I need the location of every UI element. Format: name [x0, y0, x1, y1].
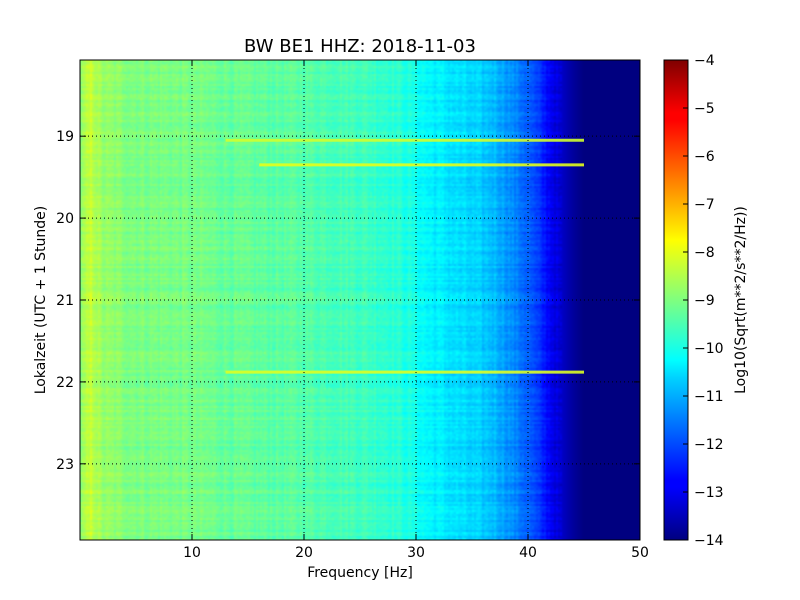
plot-area	[79, 59, 641, 541]
colorbar-tick-label: −14	[694, 533, 724, 549]
colorbar-tick-label: −12	[694, 437, 724, 453]
x-axis-ticks: 10 20 30 40 50	[183, 60, 649, 561]
x-tick-label: 30	[407, 545, 425, 561]
x-tick-label: 40	[519, 545, 537, 561]
colorbar-tick-label: −13	[694, 485, 724, 501]
y-tick-label: 19	[56, 129, 74, 145]
colorbar-tick-label: −6	[694, 149, 715, 165]
y-axis-label: Lokalzeit (UTC + 1 Stunde)	[33, 206, 49, 395]
colorbar-ticks: −4 −5 −6 −7 −8 −9 −10 −11 −12 −13 −14	[683, 53, 724, 549]
colorbar-label: Log10(Sqrt(m**2/s**2/Hz))	[733, 206, 749, 394]
colorbar-tick-label: −8	[694, 245, 715, 261]
colorbar: −4 −5 −6 −7 −8 −9 −10 −11 −12 −13 −14 Log10(Sqrt(m…	[663, 53, 749, 549]
x-tick-label: 50	[631, 545, 649, 561]
chart-title: BW BE1 HHZ: 2018-11-03	[244, 36, 476, 57]
colorbar-tick-label: −4	[694, 53, 715, 69]
colorbar-tick-label: −10	[694, 341, 724, 357]
y-tick-label: 21	[56, 293, 74, 309]
grid-lines	[80, 60, 640, 540]
colorbar-tick-label: −9	[694, 293, 715, 309]
x-tick-label: 20	[295, 545, 313, 561]
bright-lines	[225, 138, 584, 374]
y-axis-ticks: 19 20 21 22 23	[56, 129, 640, 473]
colorbar-tick-label: −7	[694, 197, 715, 213]
x-axis-label: Frequency [Hz]	[307, 565, 413, 581]
y-tick-label: 22	[56, 375, 74, 391]
y-tick-label: 20	[56, 211, 74, 227]
colorbar-tick-label: −11	[694, 389, 724, 405]
x-tick-label: 10	[183, 545, 201, 561]
y-tick-label: 23	[56, 457, 74, 473]
colorbar-tick-label: −5	[694, 101, 715, 117]
